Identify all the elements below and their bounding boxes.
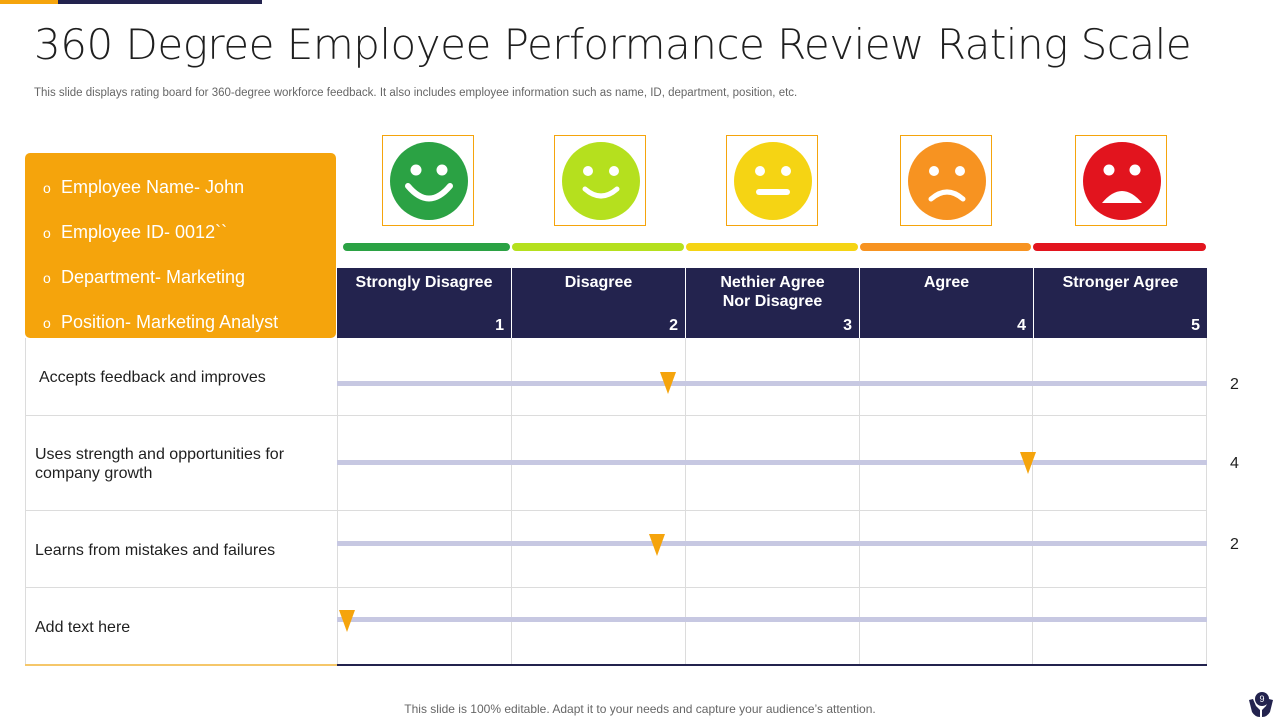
criteria-row: Learns from mistakes and failures [25, 511, 1207, 588]
scale-header-neutral: Nethier Agree Nor Disagree 3 [685, 268, 859, 338]
scale-label: Agree [923, 274, 970, 291]
scale-header-disagree: Disagree 2 [511, 268, 685, 338]
scale-bar-2 [512, 243, 684, 251]
scale-number: 1 [495, 317, 504, 334]
top-accent-orange [0, 0, 58, 4]
scale-bar-4 [860, 243, 1031, 251]
scale-label: Stronger Agree [1062, 274, 1179, 291]
grid-column-line [1032, 338, 1033, 665]
scale-label: Strongly Disagree [355, 274, 493, 291]
scale-label: Disagree [564, 274, 633, 291]
emoji-frame-5 [1075, 135, 1167, 226]
rating-marker[interactable] [339, 610, 356, 632]
grid-bottom-border-right [337, 664, 1207, 666]
criteria-label: Add text here [35, 619, 131, 636]
slide-title: 360 Degree Employee Performance Review R… [34, 20, 1192, 69]
scale-bar-5 [1033, 243, 1206, 251]
rating-track [337, 460, 1207, 465]
grid-left-border [25, 338, 26, 666]
scale-number: 3 [843, 317, 852, 334]
rating-track [337, 541, 1207, 546]
scale-number: 5 [1191, 317, 1200, 334]
bullet-icon: o [43, 224, 51, 241]
bullet-icon: o [43, 314, 51, 331]
employee-id: Employee ID- 0012`` [61, 222, 228, 242]
hands-logo-icon [1249, 699, 1273, 717]
grid-column-line [511, 338, 512, 665]
position-item: o Position- Marketing Analyst [43, 300, 336, 345]
department-item: o Department- Marketing [43, 255, 336, 300]
employee-name: Employee Name- John [61, 177, 245, 197]
criteria-label: Uses strength and opportunities for comp… [35, 446, 285, 482]
rating-grid: Accepts feedback and improves Uses stren… [25, 338, 1207, 666]
employee-id-item: o Employee ID- 0012`` [43, 210, 336, 255]
scale-bar-1 [343, 243, 510, 251]
emoji-frame-1 [382, 135, 474, 226]
grid-column-line [1206, 338, 1207, 665]
happy-face-icon [562, 142, 640, 220]
rating-scale-header: Strongly Disagree 1 Disagree 2 Nethier A… [337, 268, 1207, 338]
rating-track [337, 617, 1207, 622]
department: Department- Marketing [61, 267, 246, 287]
scale-header-strongly-agree: Stronger Agree 5 [1033, 268, 1207, 338]
grid-column-line [337, 338, 338, 665]
criteria-label: Learns from mistakes and failures [35, 542, 276, 559]
scale-number: 4 [1017, 317, 1026, 334]
criteria-score: 2 [1230, 376, 1239, 393]
rating-track [337, 381, 1207, 386]
criteria-row: Add text here [25, 588, 1207, 666]
grid-column-line [859, 338, 860, 665]
scale-label: Nethier Agree Nor Disagree [720, 274, 825, 310]
grid-column-line [685, 338, 686, 665]
bullet-icon: o [43, 269, 51, 286]
criteria-row: Accepts feedback and improves [25, 338, 1207, 416]
scale-number: 2 [669, 317, 678, 334]
scale-header-strongly-disagree: Strongly Disagree 1 [337, 268, 511, 338]
emoji-frame-4 [900, 135, 992, 226]
grid-bottom-border-left [25, 664, 337, 666]
neutral-face-icon [734, 142, 812, 220]
rating-marker[interactable] [1019, 452, 1036, 474]
scale-header-agree: Agree 4 [859, 268, 1033, 338]
position: Position- Marketing Analyst [61, 312, 279, 332]
employee-info-box: o Employee Name- John o Employee ID- 001… [25, 153, 336, 338]
page-number: 9 [1255, 692, 1269, 706]
criteria-score: 2 [1230, 536, 1239, 553]
slide-subtitle: This slide displays rating board for 360… [34, 87, 798, 99]
top-accent-navy [58, 0, 262, 4]
criteria-label: Accepts feedback and improves [39, 369, 266, 386]
scale-bar-3 [686, 243, 858, 251]
employee-name-item: o Employee Name- John [43, 165, 336, 210]
footer-note: This slide is 100% editable. Adapt it to… [404, 702, 876, 716]
emoji-frame-3 [726, 135, 818, 226]
very-happy-face-icon [390, 142, 468, 220]
rating-marker[interactable] [649, 534, 666, 556]
criteria-row: Uses strength and opportunities for comp… [25, 416, 1207, 511]
emoji-frame-2 [554, 135, 646, 226]
bullet-icon: o [43, 179, 51, 196]
sad-face-icon [908, 142, 986, 220]
rating-marker[interactable] [659, 372, 676, 394]
very-sad-face-icon [1083, 142, 1161, 220]
criteria-score: 4 [1230, 455, 1239, 472]
